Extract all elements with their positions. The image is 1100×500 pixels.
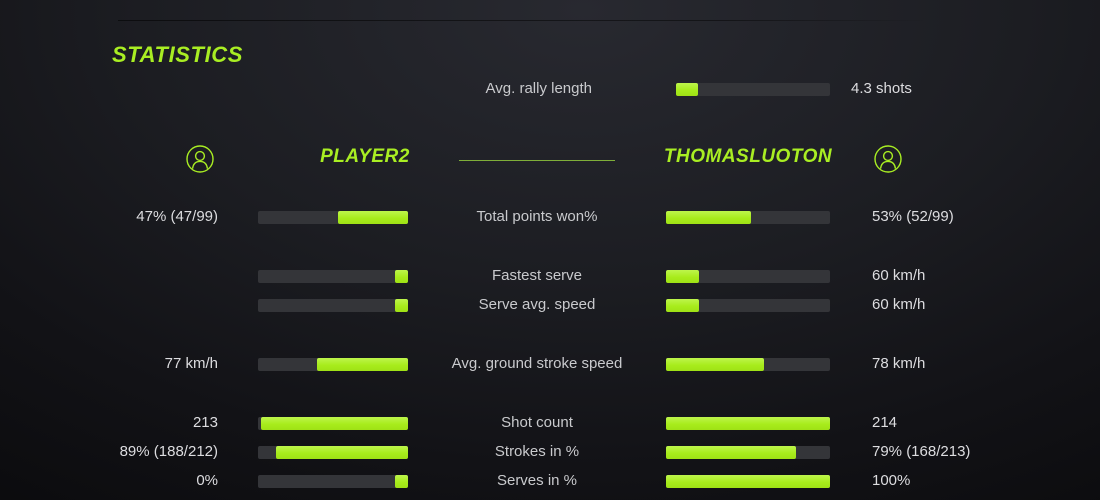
stat-total-points-won-left-bar bbox=[258, 211, 408, 224]
stat-shot-count-left-value: 213 bbox=[192, 414, 218, 431]
stat-total-points-won-left-value: 47% (47/99) bbox=[136, 208, 218, 225]
stat-total-points-won-left-bar-fill bbox=[337, 211, 408, 224]
stat-total-points-won-right-bar-fill bbox=[666, 211, 752, 224]
stat-total-points-won-right-bar bbox=[666, 211, 830, 224]
stat-fastest-serve-left-bar-fill bbox=[394, 270, 408, 283]
stat-avg-ground-stroke-speed-right-value: 78 km/h bbox=[872, 355, 926, 372]
stat-avg-ground-stroke-speed-right-bar bbox=[666, 358, 830, 371]
player-left-avatar person-icon bbox=[185, 144, 215, 174]
stat-strokes-in-right-bar-fill bbox=[666, 446, 796, 459]
stat-serve-avg-speed-right-bar-fill bbox=[666, 299, 699, 312]
stat-fastest-serve-right-bar bbox=[666, 270, 830, 283]
stat-avg-ground-stroke-speed-label: Avg. ground stroke speed bbox=[451, 355, 623, 372]
stat-shot-count-label: Shot count bbox=[501, 414, 573, 431]
stat-shot-count-right-value: 214 bbox=[872, 414, 898, 431]
rally-length-value: 4.3 shots bbox=[851, 80, 912, 97]
rally-length-label: Avg. rally length bbox=[485, 80, 592, 97]
stat-avg-ground-stroke-speed-right-bar-fill bbox=[666, 358, 765, 371]
stat-serves-in-right-bar bbox=[666, 475, 830, 488]
stat-serves-in-left-bar bbox=[258, 475, 408, 488]
stat-shot-count-right-bar bbox=[666, 417, 830, 430]
player-left-name: PLAYER2 bbox=[320, 146, 410, 167]
player-right-name: THOMASLUOTON bbox=[663, 146, 833, 167]
stat-serves-in-left-bar-fill bbox=[394, 475, 408, 488]
stat-avg-ground-stroke-speed-left-bar bbox=[258, 358, 408, 371]
player-names-divider bbox=[459, 160, 615, 161]
stat-fastest-serve-right-value: 60 km/h bbox=[872, 267, 926, 284]
stat-shot-count-left-bar-fill bbox=[261, 417, 408, 430]
stat-fastest-serve-label: Fastest serve bbox=[491, 267, 583, 284]
rally-length-bar-fill bbox=[676, 83, 698, 96]
stat-serves-in-left-value: 0% bbox=[196, 472, 218, 489]
stat-serves-in-right-value: 100% bbox=[872, 472, 911, 489]
stat-shot-count-left-bar bbox=[258, 417, 408, 430]
stat-serve-avg-speed-left-bar-fill bbox=[394, 299, 408, 312]
stat-serves-in-label: Serves in % bbox=[496, 472, 578, 489]
stat-avg-ground-stroke-speed-left-value: 77 km/h bbox=[164, 355, 218, 372]
stat-total-points-won-right-value: 53% (52/99) bbox=[872, 208, 954, 225]
stat-serve-avg-speed-right-bar bbox=[666, 299, 830, 312]
stat-strokes-in-label: Strokes in % bbox=[494, 443, 580, 460]
stat-serves-in-right-bar-fill bbox=[666, 475, 830, 488]
stat-avg-ground-stroke-speed-left-bar-fill bbox=[316, 358, 408, 371]
stat-strokes-in-left-bar-fill bbox=[276, 446, 408, 459]
stat-serve-avg-speed-label: Serve avg. speed bbox=[478, 296, 596, 313]
top-divider bbox=[118, 20, 930, 21]
stat-fastest-serve-left-bar bbox=[258, 270, 408, 283]
stat-strokes-in-right-value: 79% (168/213) bbox=[872, 443, 971, 460]
player-right-avatar person-icon bbox=[873, 144, 903, 174]
stat-total-points-won-label: Total points won% bbox=[476, 208, 598, 225]
stat-strokes-in-right-bar bbox=[666, 446, 830, 459]
stat-strokes-in-left-value: 89% (188/212) bbox=[119, 443, 218, 460]
stat-strokes-in-left-bar bbox=[258, 446, 408, 459]
page-title: STATISTICS bbox=[112, 42, 244, 67]
stat-serve-avg-speed-left-bar bbox=[258, 299, 408, 312]
stat-fastest-serve-right-bar-fill bbox=[666, 270, 699, 283]
rally-length-bar bbox=[676, 83, 830, 96]
stat-serve-avg-speed-right-value: 60 km/h bbox=[872, 296, 926, 313]
stat-shot-count-right-bar-fill bbox=[666, 417, 830, 430]
